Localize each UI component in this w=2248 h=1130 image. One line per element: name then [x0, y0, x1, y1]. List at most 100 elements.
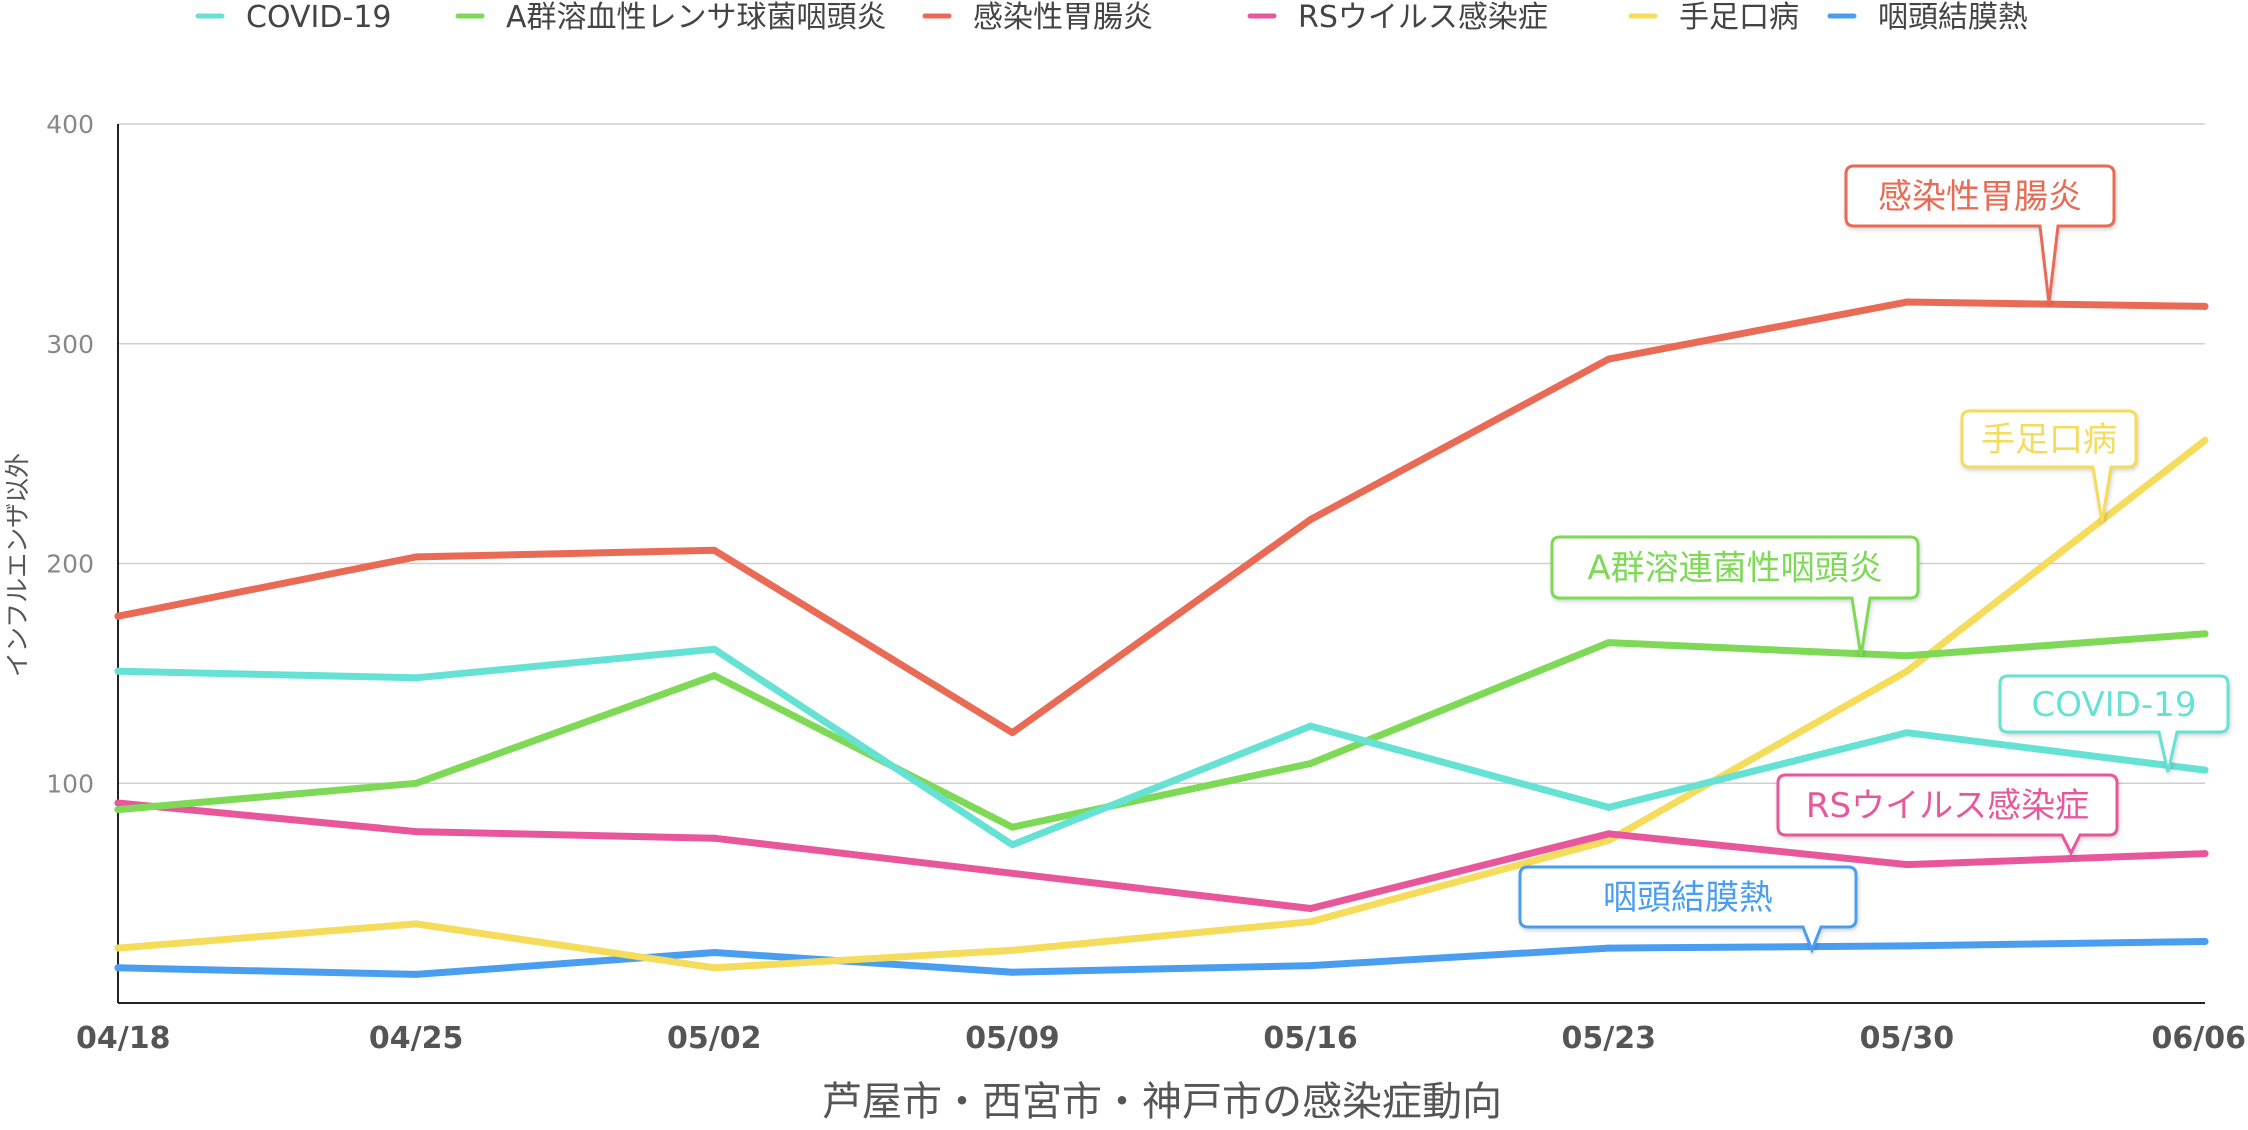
x-tick-label: 05/09 [965, 1021, 1059, 1056]
data-point [1605, 836, 1613, 844]
data-point [710, 834, 718, 842]
legend-item: RSウイルス感染症 [1247, 0, 1548, 35]
data-point [412, 779, 420, 787]
legend-label: 手足口病 [1679, 0, 1799, 35]
callout-label: 手足口病 [1981, 420, 2117, 460]
callout-box [1518, 865, 1858, 955]
data-point [1903, 667, 1911, 675]
data-point [1008, 968, 1016, 976]
series-line [114, 298, 2209, 737]
y-tick-label: 200 [46, 550, 94, 579]
series-line [114, 938, 2209, 978]
legend-label: RSウイルス感染症 [1298, 0, 1548, 35]
data-point [710, 964, 718, 972]
data-point [2201, 302, 2209, 310]
legend-item: 感染性胃腸炎 [922, 0, 1153, 35]
x-tick-label: 05/23 [1561, 1021, 1655, 1056]
data-point [2201, 630, 2209, 638]
x-tick-label: 04/18 [76, 1021, 170, 1056]
legend-label: 感染性胃腸炎 [973, 0, 1153, 35]
data-point [2201, 766, 2209, 774]
data-point [1903, 298, 1911, 306]
y-axis-ticks: 100 200 300 400 [46, 110, 94, 798]
callout-label: COVID-19 [2032, 685, 2197, 725]
data-point [1903, 942, 1911, 950]
series-callout: A群溶連菌性咽頭炎 [1550, 535, 1920, 657]
chart-series [114, 298, 2209, 978]
legend-label: A群溶血性レンサ球菌咽頭炎 [506, 0, 887, 35]
data-point [1605, 639, 1613, 647]
data-point [710, 948, 718, 956]
data-point [1307, 759, 1315, 767]
series-line [114, 645, 2209, 849]
legend-item: 咽頭結膜熱 [1827, 0, 2028, 35]
chart-axes [117, 124, 2205, 1004]
callout-box [1960, 409, 2138, 523]
callout-label: 咽頭結膜熱 [1603, 878, 1773, 918]
data-point [1008, 869, 1016, 877]
data-point [1605, 355, 1613, 363]
data-point [1605, 944, 1613, 952]
legend-item: A群溶血性レンサ球菌咽頭炎 [455, 0, 887, 35]
series-line [114, 799, 2209, 912]
legend-item: COVID-19 [195, 0, 392, 35]
data-point [710, 546, 718, 554]
data-point [114, 612, 122, 620]
data-point [1307, 516, 1315, 524]
chart-legend: COVID-19 A群溶血性レンサ球菌咽頭炎 感染性胃腸炎 RSウイルス感染症 手足口病… [195, 0, 2028, 35]
data-point [1903, 861, 1911, 869]
y-tick-label: 100 [46, 769, 94, 798]
data-point [114, 964, 122, 972]
x-axis-ticks: 04/18 04/25 05/02 05/09 05/16 05/23 05/30 06/06 [76, 1021, 2246, 1056]
y-tick-label: 400 [46, 110, 94, 139]
data-point [1605, 803, 1613, 811]
y-axis-label: インフルエンザ以外 [3, 453, 32, 677]
data-point [2201, 850, 2209, 858]
data-point [2201, 436, 2209, 444]
callout-box [1550, 535, 1920, 657]
series-line [114, 436, 2209, 972]
data-point [114, 944, 122, 952]
data-point [114, 799, 122, 807]
data-point [1008, 823, 1016, 831]
series-callout: 手足口病 [1960, 409, 2138, 523]
legend-item: 手足口病 [1628, 0, 1799, 35]
data-point [1008, 729, 1016, 737]
data-point [1307, 962, 1315, 970]
x-tick-label: 04/25 [369, 1021, 463, 1056]
callout-box [1776, 773, 2119, 857]
data-point [1008, 946, 1016, 954]
series-line [114, 630, 2209, 831]
legend-label: COVID-19 [246, 0, 392, 35]
data-point [1307, 905, 1315, 913]
callout-box [1998, 674, 2230, 773]
data-point [412, 828, 420, 836]
callout-label: RSウイルス感染症 [1806, 786, 2089, 826]
data-point [412, 970, 420, 978]
y-tick-label: 300 [46, 330, 94, 359]
data-point [1903, 652, 1911, 660]
series-callout: COVID-19 [1998, 674, 2230, 773]
series-callout: RSウイルス感染症 [1776, 773, 2119, 857]
data-point [2201, 937, 2209, 945]
data-point [114, 667, 122, 675]
data-point [1008, 841, 1016, 849]
callout-label: 感染性胃腸炎 [1878, 177, 2082, 217]
callout-label: A群溶連菌性咽頭炎 [1587, 549, 1882, 589]
series-callout: 咽頭結膜熱 [1518, 865, 1858, 955]
x-tick-label: 05/02 [667, 1021, 761, 1056]
data-point [412, 553, 420, 561]
data-point [1307, 918, 1315, 926]
series-callout: 感染性胃腸炎 [1844, 164, 2116, 304]
x-tick-label: 06/06 [2152, 1021, 2246, 1056]
x-tick-label: 05/30 [1860, 1021, 1954, 1056]
callout-box [1844, 164, 2116, 304]
data-point [710, 645, 718, 653]
x-axis-label: 芦屋市・西宮市・神戸市の感染症動向 [822, 1079, 1502, 1125]
data-point [412, 920, 420, 928]
data-point [710, 672, 718, 680]
data-point [412, 674, 420, 682]
series-callouts: COVID-19 A群溶連菌性咽頭炎 感染性胃腸炎 RSウイルス感染症 手足口病咽頭結膜… [1518, 164, 2230, 955]
data-point [1903, 729, 1911, 737]
